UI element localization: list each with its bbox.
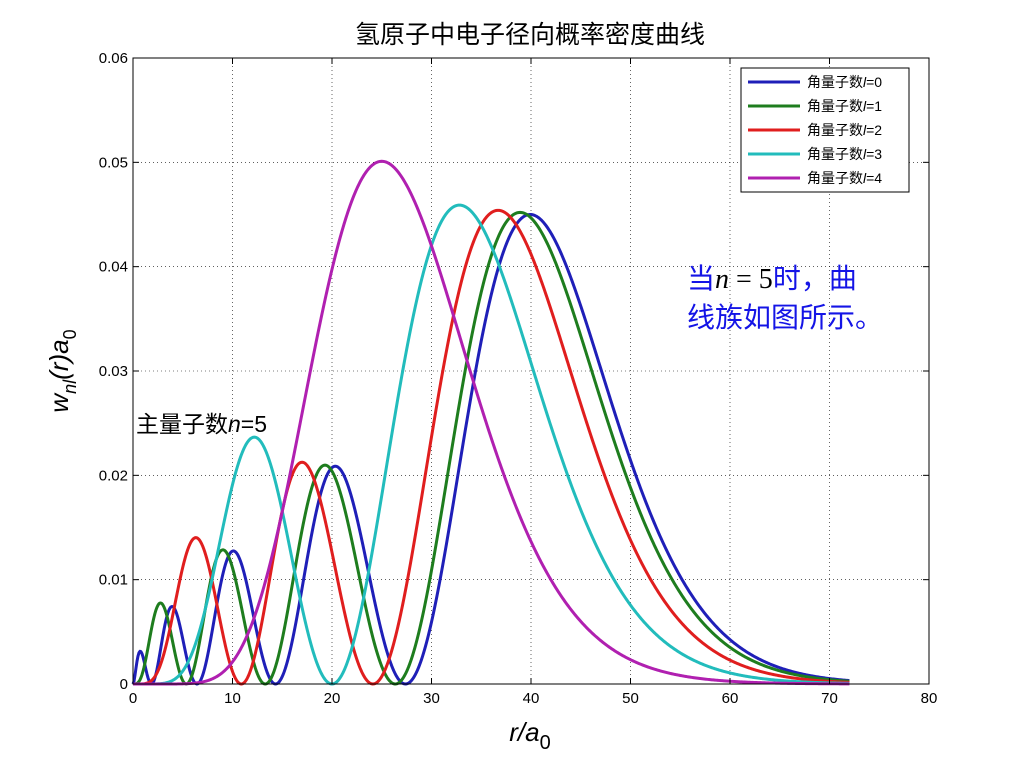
y-tick-label: 0.02 xyxy=(99,467,128,484)
y-axis-label-sub2: 0 xyxy=(60,329,80,339)
inner-ann-var: n xyxy=(228,411,241,437)
x-tick-label: 10 xyxy=(224,690,241,707)
legend-entry-l3: 角量子数l=3 xyxy=(807,146,882,163)
y-axis-label-mid: (r)a xyxy=(44,339,74,379)
legend-entry-var: l xyxy=(863,122,867,138)
x-tick-label: 40 xyxy=(523,690,540,707)
blue-line1-b: 时，曲 xyxy=(773,262,857,295)
y-tick-label: 0 xyxy=(120,676,128,693)
y-axis-label-sub: nl xyxy=(60,379,80,394)
x-axis-label: r/a0 xyxy=(509,717,550,754)
series-line-l1 xyxy=(132,210,850,686)
x-tick-label: 80 xyxy=(921,690,938,707)
legend-entry-prefix: 角量子数 xyxy=(807,171,863,187)
blue-line1-eq: = 5 xyxy=(729,264,773,295)
legend-entry-l4: 角量子数l=4 xyxy=(807,170,882,187)
legend-entry-prefix: 角量子数 xyxy=(807,123,863,139)
blue-line1-var: n xyxy=(715,264,729,295)
blue-line1-a: 当 xyxy=(687,262,715,295)
legend-entry-var: l xyxy=(863,74,867,90)
legend-entry-var: l xyxy=(863,98,867,114)
x-tick-label: 20 xyxy=(324,690,341,707)
y-tick-label: 0.03 xyxy=(99,363,128,380)
description-annotation-line2: 线族如图所示。 xyxy=(687,301,883,334)
series-line-l3 xyxy=(132,203,850,686)
y-axis-label-main: w xyxy=(44,392,74,413)
legend-entry-l2: 角量子数l=2 xyxy=(807,122,882,139)
x-tick-label: 30 xyxy=(423,690,440,707)
legend-entry-var: l xyxy=(863,170,867,186)
legend-entry-l0: 角量子数l=0 xyxy=(807,74,882,91)
series-line-l0 xyxy=(131,213,850,686)
legend-entry-eq: =2 xyxy=(866,122,882,138)
legend-entry-eq: =1 xyxy=(866,98,882,114)
legend-entry-prefix: 角量子数 xyxy=(807,147,863,163)
y-tick-label: 0.01 xyxy=(99,572,128,589)
principal-quantum-number-annotation: 主量子数n=5 xyxy=(136,411,267,438)
x-tick-label: 60 xyxy=(722,690,739,707)
description-annotation-line1: 当n = 5时，曲 xyxy=(687,262,857,295)
x-tick-label: 0 xyxy=(129,690,137,707)
x-axis-label-main: r/a xyxy=(509,717,539,747)
tick-labels: 0 10 20 30 40 50 60 70 80 0 0.01 0.02 0.03 0.04 0.05 0.… xyxy=(99,50,938,707)
curves xyxy=(131,159,850,686)
legend-entry-eq: =3 xyxy=(866,146,882,162)
legend-entry-l1: 角量子数l=1 xyxy=(807,98,882,115)
y-tick-label: 0.06 xyxy=(99,50,128,67)
x-tick-label: 70 xyxy=(821,690,838,707)
y-axis-label: wnl(r)a0 xyxy=(44,329,80,412)
legend-entry-var: l xyxy=(863,146,867,162)
x-tick-label: 50 xyxy=(622,690,639,707)
legend-entry-eq: =0 xyxy=(866,74,882,90)
legend-entry-prefix: 角量子数 xyxy=(807,75,863,91)
ticks xyxy=(132,57,930,685)
legend-entry-eq: =4 xyxy=(866,170,882,186)
x-axis-label-sub: 0 xyxy=(540,732,551,754)
series-line-l2 xyxy=(132,208,850,686)
legend-entry-prefix: 角量子数 xyxy=(807,99,863,115)
y-tick-label: 0.04 xyxy=(99,259,128,276)
inner-ann-prefix: 主量子数 xyxy=(136,412,228,438)
inner-ann-suffix: =5 xyxy=(241,411,267,437)
y-tick-label: 0.05 xyxy=(99,154,128,171)
chart-title: 氢原子中电子径向概率密度曲线 xyxy=(355,20,705,49)
